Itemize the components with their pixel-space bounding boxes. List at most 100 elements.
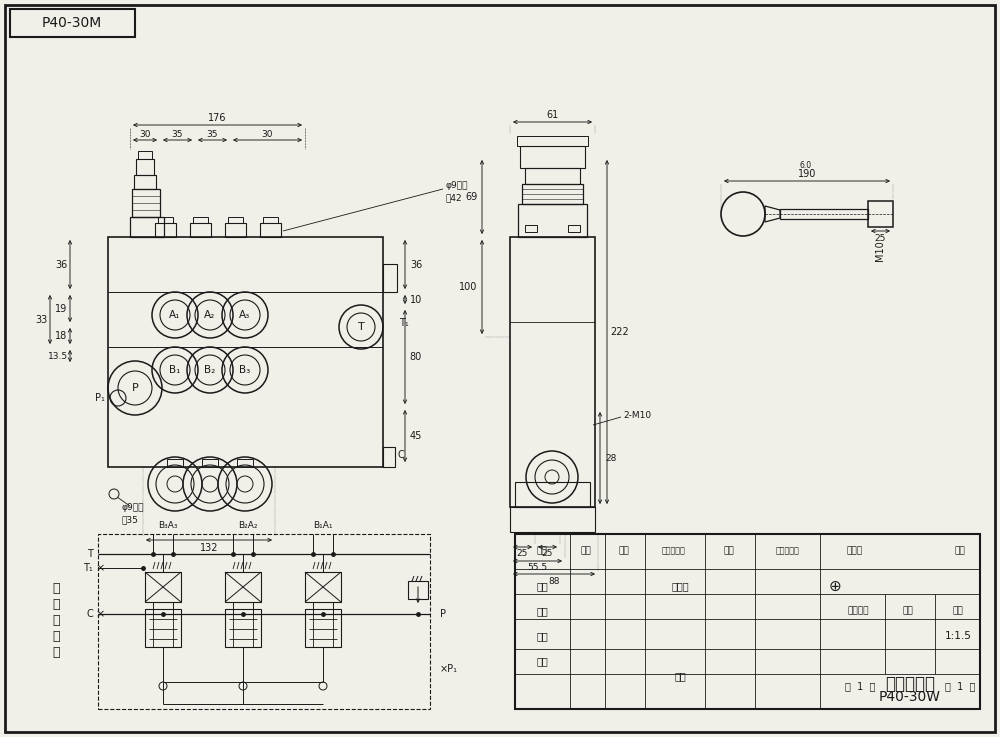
Text: B₂A₂: B₂A₂ <box>238 522 258 531</box>
Bar <box>510 507 595 532</box>
Bar <box>237 459 253 467</box>
Bar <box>525 168 580 184</box>
Text: 18: 18 <box>55 331 67 341</box>
Text: 13.5: 13.5 <box>48 352 68 360</box>
Text: φ9通孔: φ9通孔 <box>122 503 144 512</box>
Bar <box>225 609 261 647</box>
Text: φ9通孔: φ9通孔 <box>445 181 468 189</box>
Text: 36: 36 <box>55 259 67 270</box>
Text: M10: M10 <box>875 240 885 262</box>
Text: 批准: 批准 <box>674 671 686 681</box>
Bar <box>383 447 395 467</box>
Text: 高35: 高35 <box>122 515 139 525</box>
Text: 标准化: 标准化 <box>671 581 689 591</box>
Text: B₃A₃: B₃A₃ <box>158 522 178 531</box>
Bar <box>130 217 164 237</box>
Text: P40-30M: P40-30M <box>42 16 102 30</box>
Bar <box>10 9 135 37</box>
Text: A₁: A₁ <box>169 310 181 320</box>
Text: 图: 图 <box>52 646 60 660</box>
Text: 45: 45 <box>410 431 422 441</box>
Bar <box>136 159 154 175</box>
Text: B₁A₁: B₁A₁ <box>313 522 333 531</box>
Bar <box>132 189 160 217</box>
Text: A₂: A₂ <box>204 310 216 320</box>
Bar <box>515 534 980 709</box>
Bar <box>522 184 583 204</box>
Bar <box>517 136 588 146</box>
Text: ⊕: ⊕ <box>829 579 841 593</box>
Bar <box>515 482 590 507</box>
Text: 30: 30 <box>262 130 273 139</box>
Bar <box>518 204 587 237</box>
Text: 校对: 校对 <box>536 606 548 616</box>
Text: 标记: 标记 <box>537 547 547 556</box>
Text: 35: 35 <box>207 130 218 139</box>
Bar <box>525 225 537 232</box>
Text: 阶段标记: 阶段标记 <box>847 607 869 615</box>
Text: 设计: 设计 <box>536 581 548 591</box>
Bar <box>260 223 281 237</box>
Text: 版本号: 版本号 <box>847 547 863 556</box>
Text: 年、月、日: 年、月、日 <box>775 547 799 556</box>
Text: 处量: 处量 <box>581 547 591 556</box>
Text: 25: 25 <box>542 550 553 559</box>
Text: C: C <box>397 450 404 460</box>
Bar <box>167 459 183 467</box>
Text: 88: 88 <box>548 576 560 585</box>
Text: 25: 25 <box>517 550 528 559</box>
Text: 132: 132 <box>200 543 218 553</box>
Text: T₁: T₁ <box>83 563 93 573</box>
Bar <box>228 217 243 223</box>
Text: 190: 190 <box>798 169 816 179</box>
Text: T: T <box>87 549 93 559</box>
Text: 2-M10: 2-M10 <box>623 411 651 419</box>
Bar <box>520 146 585 168</box>
Text: 222: 222 <box>611 327 629 337</box>
Text: T: T <box>358 322 364 332</box>
Bar <box>202 459 218 467</box>
Text: 三联多路阀: 三联多路阀 <box>885 675 935 693</box>
Bar <box>305 572 341 602</box>
Text: 10: 10 <box>410 295 422 304</box>
Text: C: C <box>86 609 93 619</box>
Text: 100: 100 <box>459 282 477 292</box>
Text: 33: 33 <box>35 315 47 324</box>
Text: 理: 理 <box>52 630 60 643</box>
Text: 压: 压 <box>52 598 60 612</box>
Text: 61: 61 <box>546 110 559 120</box>
Bar <box>383 264 397 292</box>
Text: P: P <box>440 609 446 619</box>
Text: P40-30W: P40-30W <box>879 690 941 704</box>
Text: 30: 30 <box>139 130 151 139</box>
Bar <box>510 237 595 507</box>
Bar <box>145 572 181 602</box>
Text: 原: 原 <box>52 615 60 627</box>
Text: 工艺: 工艺 <box>536 656 548 666</box>
Bar <box>98 534 430 709</box>
Bar <box>263 217 278 223</box>
Text: 19: 19 <box>55 304 67 313</box>
Bar <box>108 237 383 467</box>
Text: 80: 80 <box>410 352 422 362</box>
Text: ×P₁: ×P₁ <box>440 664 458 674</box>
Text: 分区: 分区 <box>619 547 629 556</box>
Bar <box>225 223 246 237</box>
Text: 第  1  张: 第 1 张 <box>945 681 975 691</box>
Bar <box>225 572 261 602</box>
Bar <box>193 217 208 223</box>
Text: 55.5: 55.5 <box>527 564 548 573</box>
Text: 重量: 重量 <box>903 607 913 615</box>
Bar <box>145 609 181 647</box>
Text: 审核: 审核 <box>536 631 548 641</box>
Bar <box>305 609 341 647</box>
Bar <box>155 223 176 237</box>
Bar <box>568 225 580 232</box>
Bar <box>190 223 211 237</box>
Text: 类型: 类型 <box>955 547 965 556</box>
Text: ×: × <box>95 563 105 573</box>
Text: 36: 36 <box>410 259 422 270</box>
Text: P: P <box>132 383 138 393</box>
Text: 28: 28 <box>605 453 617 463</box>
Text: 公  1  张: 公 1 张 <box>845 681 875 691</box>
